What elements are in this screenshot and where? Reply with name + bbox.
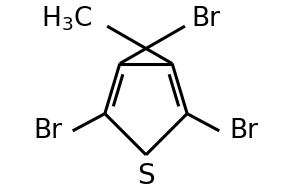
Text: H$_3$C: H$_3$C [41,4,92,33]
Text: Br: Br [191,6,220,32]
Text: S: S [137,162,155,190]
Text: Br: Br [230,118,259,144]
Text: Br: Br [33,118,62,144]
